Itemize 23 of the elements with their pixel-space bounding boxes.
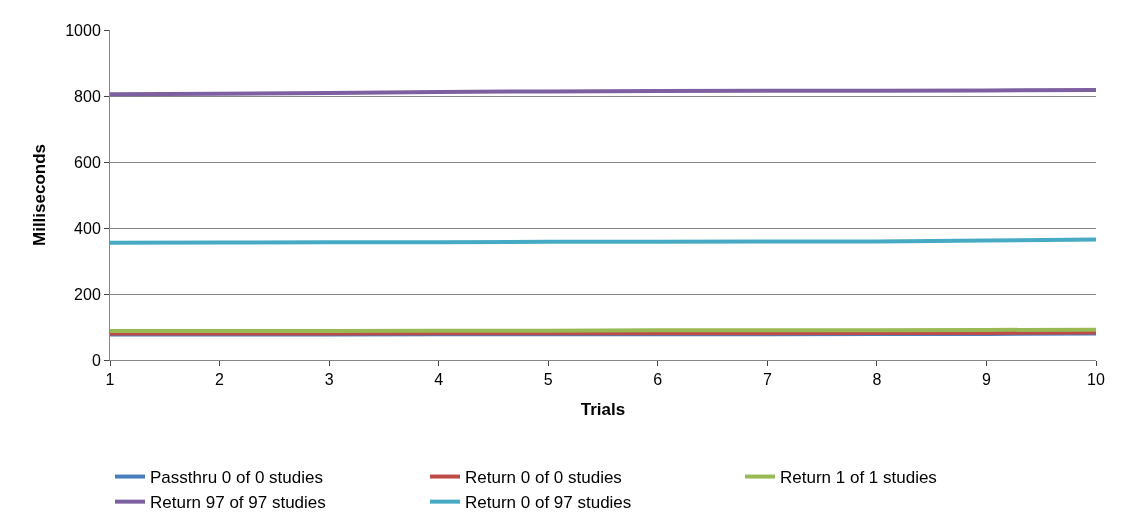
y-tick-label: 800 xyxy=(74,87,101,105)
x-tick-label: 3 xyxy=(324,371,334,389)
y-tick-label: 0 xyxy=(91,351,101,369)
x-tick-label: 4 xyxy=(434,371,444,389)
x-tick-label: 1 xyxy=(105,371,115,389)
x-tick-label: 2 xyxy=(215,371,225,389)
y-tick-label: 600 xyxy=(74,153,101,171)
legend-label: Return 1 of 1 studies xyxy=(780,468,937,488)
legend-label: Return 97 of 97 studies xyxy=(150,493,326,513)
x-tick-label: 5 xyxy=(543,371,553,389)
x-axis-title: Trials xyxy=(580,399,626,419)
x-tick-label: 9 xyxy=(981,371,991,389)
legend-label: Passthru 0 of 0 studies xyxy=(150,468,323,488)
x-tick-label: 7 xyxy=(762,371,772,389)
y-tick-label: 1000 xyxy=(65,21,101,39)
y-tick-label: 200 xyxy=(74,285,101,303)
legend-label: Return 0 of 0 studies xyxy=(465,468,622,488)
y-axis-title: Milliseconds xyxy=(29,143,49,247)
x-tick-label: 6 xyxy=(653,371,663,389)
x-tick-label: 10 xyxy=(1087,371,1105,389)
y-tick-label: 400 xyxy=(74,219,101,237)
legend-label: Return 0 of 97 studies xyxy=(465,493,632,513)
x-tick-label: 8 xyxy=(872,371,882,389)
